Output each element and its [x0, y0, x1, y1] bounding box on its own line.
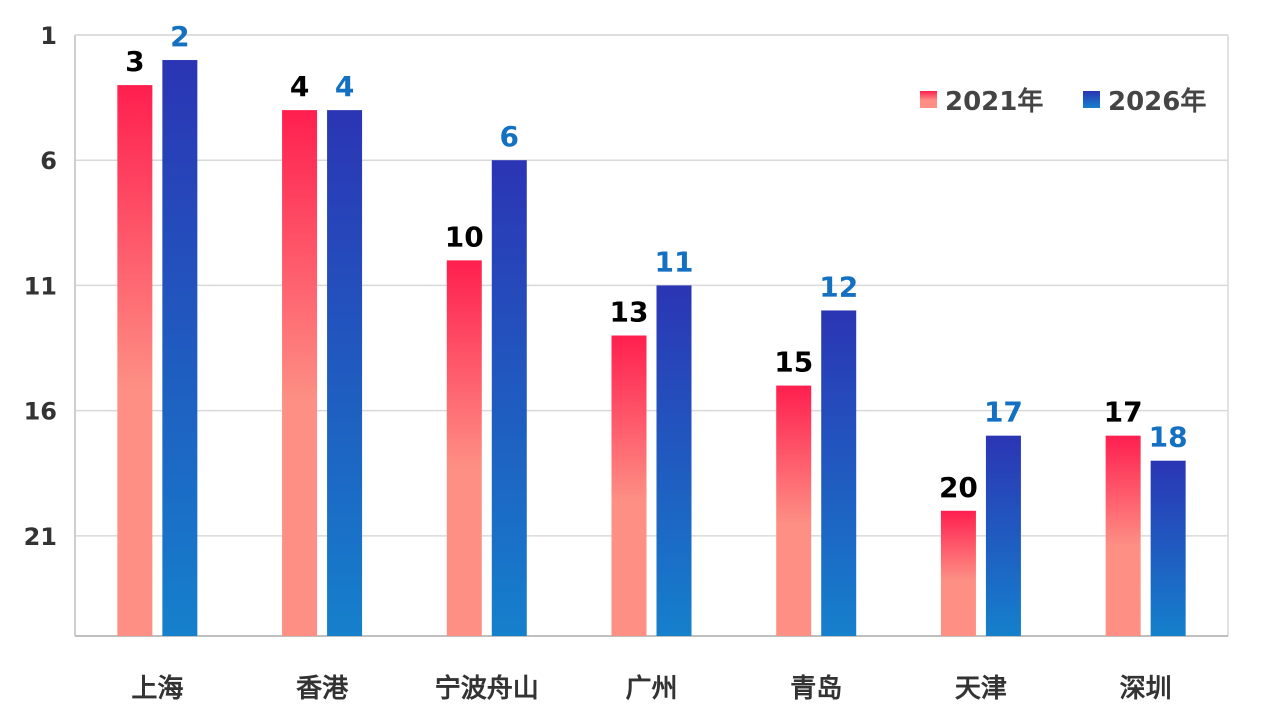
y-tick-label: 11: [24, 272, 57, 300]
bar-2021: [282, 110, 318, 636]
gridlines: [75, 34, 1228, 537]
data-label-2021: 10: [445, 220, 484, 253]
bars: [117, 60, 1186, 637]
legend-label-2021: 2021年: [945, 86, 1043, 117]
y-tick-label: 6: [40, 147, 57, 175]
data-label-2026: 6: [500, 120, 519, 153]
legend-swatch-2021: [920, 91, 937, 108]
bar-2021: [1105, 435, 1141, 636]
bar-2021: [776, 385, 812, 636]
y-tick-label: 1: [40, 22, 57, 50]
bar-2026: [162, 60, 198, 636]
y-tick-label: 21: [24, 523, 57, 551]
x-category-label: 香港: [296, 674, 349, 704]
bar-2026: [821, 310, 857, 636]
bar-2026: [1150, 460, 1186, 636]
bar-2021: [117, 85, 153, 637]
data-label-2021: 4: [290, 70, 309, 103]
bar-2026: [985, 435, 1021, 636]
data-label-2021: 17: [1104, 396, 1143, 429]
legend: 2021年 2026年: [920, 86, 1206, 117]
data-label-2026: 12: [819, 270, 858, 303]
bar-2021: [940, 510, 976, 636]
data-label-2026: 18: [1149, 421, 1188, 454]
bar-2021: [446, 260, 482, 636]
x-category-label: 广州: [625, 674, 677, 704]
bar-2026: [327, 110, 363, 636]
data-label-2021: 15: [774, 346, 813, 379]
x-category-label: 天津: [955, 674, 1007, 704]
x-category-label: 深圳: [1120, 674, 1172, 704]
data-label-2026: 17: [984, 396, 1023, 429]
bar-2021: [611, 335, 647, 636]
data-label-2021: 20: [939, 471, 978, 504]
data-label-2026: 2: [170, 20, 189, 53]
bar-2026: [491, 160, 527, 637]
data-label-2021: 13: [610, 296, 649, 329]
y-tick-label: 16: [24, 398, 57, 426]
data-label-2026: 11: [655, 245, 694, 278]
legend-swatch-2026: [1083, 91, 1100, 108]
data-label-2021: 3: [125, 45, 144, 78]
legend-label-2026: 2026年: [1108, 86, 1206, 117]
x-category-label: 宁波舟山: [435, 673, 539, 704]
x-category-label: 青岛: [790, 673, 842, 704]
x-category-label: 上海: [131, 674, 183, 704]
data-label-2026: 4: [335, 70, 354, 103]
bar-2026: [656, 285, 692, 636]
